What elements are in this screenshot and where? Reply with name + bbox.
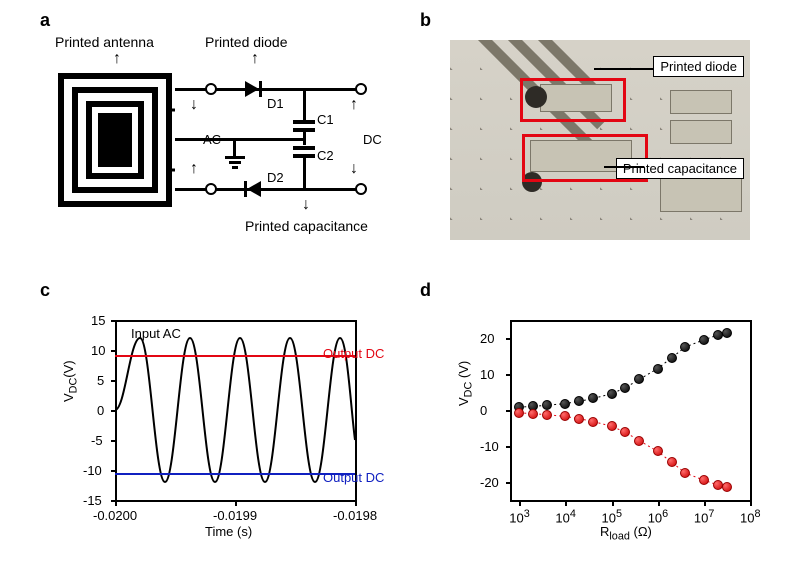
output-dc-pos [115,355,355,357]
label-b: b [420,10,431,31]
panel-d-chart: VDC (V) Rload (Ω) -20 -10 0 10 20 103 10… [450,310,770,540]
caption-capacitance: Printed capacitance [245,218,368,234]
panel-b-photo: Printed diode Printed capacitance [450,40,750,240]
dc-label: DC [363,132,382,147]
label-d: d [420,280,431,301]
d2-label: D2 [267,170,284,185]
ground-icon [225,156,245,169]
caption-diode-top: Printed diode [205,34,288,50]
diode-d2-icon [247,181,261,197]
d1-label: D1 [267,96,284,111]
ytick: 10 [91,343,105,358]
xtick: -0.0200 [93,508,137,523]
xtick: -0.0199 [213,508,257,523]
c2-label: C2 [317,148,334,163]
input-ac-label: Input AC [131,326,181,341]
panel-c-chart: -15 -10 -5 0 5 10 15 -0.0200 -0.0199 -0.… [55,310,385,540]
c1-label: C1 [317,112,334,127]
label-c: c [40,280,50,301]
caption-antenna: Printed antenna [55,34,154,50]
ytick: -15 [83,493,102,508]
diode-highlight-box [520,78,626,122]
output-dc-neg-label: Output DC [323,470,384,485]
output-dc-pos-label: Output DC [323,346,384,361]
ac-label: AC [203,132,221,147]
output-dc-neg [115,473,355,475]
diode-d1-icon [245,81,259,97]
photo-label-diode: Printed diode [653,56,744,77]
antenna-icon [55,70,175,210]
figure: a b c d Printed antenna ↑ Printed diode … [0,0,789,569]
label-a: a [40,10,50,31]
ytick: 5 [97,373,104,388]
ytick: 15 [91,313,105,328]
xtick: -0.0198 [333,508,377,523]
ytick: -10 [83,463,102,478]
ytick: -5 [91,433,103,448]
panel-a-schematic: Printed antenna ↑ Printed diode ↑ [55,40,385,250]
xlabel-c: Time (s) [205,524,252,539]
photo-label-cap: Printed capacitance [616,158,744,179]
ytick: 0 [97,403,104,418]
